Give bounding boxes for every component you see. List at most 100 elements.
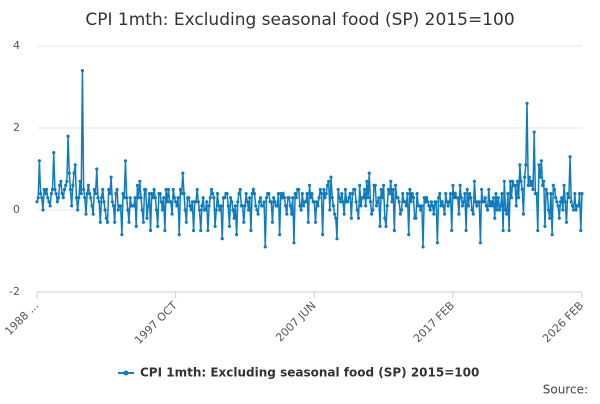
- data-point: [158, 192, 162, 196]
- data-point: [373, 183, 377, 187]
- data-point: [126, 208, 130, 212]
- data-point: [556, 204, 560, 208]
- data-point: [368, 200, 373, 204]
- data-point: [72, 171, 76, 175]
- data-point: [367, 171, 371, 175]
- data-point: [41, 208, 45, 212]
- data-point: [432, 212, 436, 216]
- data-point: [332, 212, 337, 216]
- x-tick-label: 2007 JUN: [273, 299, 318, 344]
- data-point: [440, 200, 444, 204]
- data-point: [238, 187, 242, 192]
- data-point: [324, 192, 328, 196]
- data-point: [60, 192, 64, 196]
- data-point: [480, 187, 484, 192]
- data-point: [578, 192, 582, 196]
- data-point: [236, 200, 240, 204]
- data-point: [231, 208, 235, 212]
- data-point: [567, 196, 571, 200]
- data-point: [423, 200, 428, 204]
- data-point: [490, 204, 494, 208]
- data-point: [115, 187, 119, 192]
- data-point: [353, 187, 357, 192]
- data-point: [257, 200, 261, 204]
- data-point: [554, 196, 558, 200]
- data-point: [256, 212, 260, 216]
- data-point: [183, 208, 187, 212]
- data-point: [151, 196, 155, 200]
- data-point: [527, 175, 532, 179]
- data-point: [291, 196, 295, 200]
- data-point: [519, 179, 523, 183]
- data-point: [300, 192, 304, 196]
- data-point: [576, 204, 581, 208]
- data-point: [503, 208, 508, 212]
- data-point: [122, 196, 126, 200]
- data-point: [203, 208, 208, 212]
- data-point: [52, 151, 56, 155]
- data-point: [273, 200, 277, 204]
- data-point: [404, 204, 408, 208]
- data-point: [37, 159, 41, 163]
- data-point: [121, 192, 125, 196]
- data-point: [329, 175, 333, 179]
- x-tick-label: 1988 ...: [2, 299, 41, 338]
- data-point: [301, 204, 306, 208]
- data-point: [299, 208, 303, 212]
- data-point: [414, 216, 418, 220]
- data-point: [181, 171, 185, 175]
- data-point: [281, 192, 285, 196]
- data-point: [50, 187, 55, 192]
- y-tick-label: 2: [13, 121, 20, 134]
- data-point: [374, 204, 379, 208]
- data-point: [447, 200, 451, 204]
- data-point: [517, 196, 521, 200]
- data-point: [335, 237, 339, 241]
- data-point: [548, 216, 552, 220]
- data-point: [446, 204, 450, 208]
- data-point: [244, 192, 248, 196]
- data-point: [331, 204, 336, 208]
- data-point: [566, 192, 570, 196]
- data-point: [540, 183, 545, 187]
- data-point: [136, 196, 141, 200]
- data-point: [557, 216, 561, 220]
- data-point: [200, 204, 204, 208]
- data-point: [225, 192, 229, 196]
- data-point: [422, 196, 426, 200]
- data-point: [514, 204, 518, 208]
- data-point: [278, 233, 282, 237]
- data-point: [450, 228, 454, 233]
- data-point: [227, 224, 232, 228]
- data-point: [298, 204, 302, 208]
- data-point: [378, 224, 382, 228]
- data-point: [83, 196, 87, 200]
- data-point: [223, 196, 227, 200]
- data-point: [390, 200, 394, 204]
- data-point: [325, 183, 330, 187]
- data-point: [197, 208, 202, 212]
- data-point: [526, 183, 530, 187]
- data-point: [214, 208, 218, 212]
- data-point: [262, 200, 266, 204]
- data-point: [319, 192, 324, 196]
- data-point: [505, 212, 509, 216]
- data-point: [305, 192, 309, 196]
- data-point: [439, 204, 443, 208]
- data-point: [425, 196, 429, 200]
- x-tick-label: 1997 OCT: [132, 299, 180, 347]
- data-point: [109, 175, 113, 179]
- data-point: [243, 204, 247, 208]
- data-point: [196, 200, 200, 204]
- data-point: [120, 233, 124, 237]
- data-point: [563, 200, 567, 204]
- data-point: [154, 208, 159, 212]
- data-point: [366, 196, 370, 200]
- data-point: [248, 196, 252, 200]
- data-point: [508, 179, 512, 183]
- data-point: [499, 204, 503, 208]
- data-point: [396, 196, 400, 200]
- data-point: [269, 200, 273, 204]
